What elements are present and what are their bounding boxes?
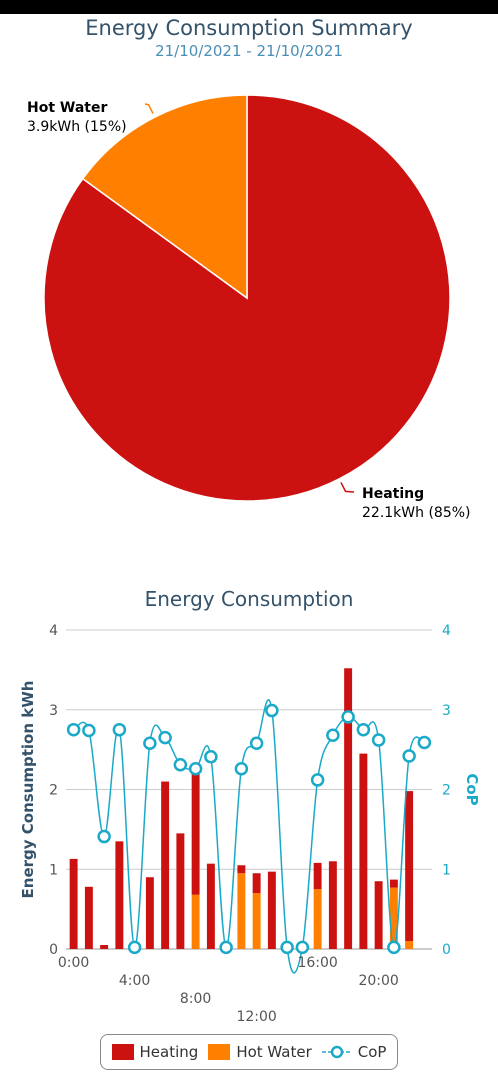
bar-hot-water-21 <box>389 887 398 949</box>
bar-heating-5 <box>145 877 154 949</box>
cop-point-20 <box>371 733 386 747</box>
legend-item-hot-water[interactable]: Hot Water <box>208 1043 312 1061</box>
cop-point-11 <box>234 762 249 776</box>
x-tick-label-12-00: 12:00 <box>236 1009 276 1025</box>
cop-point-6 <box>158 730 172 745</box>
bar-hot-water-16 <box>313 889 322 949</box>
cop-point-12 <box>249 736 264 750</box>
cop-point-9 <box>204 750 218 764</box>
pie-connector-heating <box>340 482 355 493</box>
cop-point-22 <box>402 749 416 763</box>
legend-label-heating: Heating <box>139 1043 199 1061</box>
x-tick-label-0-00: 0:00 <box>58 955 89 971</box>
cop-point-0 <box>66 722 81 737</box>
cop-point-16 <box>310 773 325 787</box>
y-tick-label-1: 1 <box>49 862 58 878</box>
cop-point-1 <box>82 723 96 738</box>
y2-tick-label-1: 1 <box>442 862 451 878</box>
x-tick-label-20-00: 20:00 <box>358 973 398 989</box>
bar-heating-11 <box>237 865 246 874</box>
y-tick-label-0: 0 <box>49 942 58 958</box>
energy-consumption-chart: 0 1 2 3 4 0 1 2 3 4 Energy Consumption kWh CoP 0:00 4… <box>19 623 481 1025</box>
bar-hot-water-11 <box>237 873 246 949</box>
y-tick-label-2: 2 <box>49 783 58 799</box>
cop-point-14 <box>280 940 294 955</box>
pie-chart-date-range: 21/10/2021 - 21/10/2021 <box>155 42 343 60</box>
pie-connector-hot-water <box>144 103 154 114</box>
bar-heating-19 <box>359 753 368 949</box>
bar-heating-3 <box>115 841 124 949</box>
bar-heating-18 <box>344 668 353 949</box>
bar-hot-water-22 <box>405 941 414 949</box>
bar-heating-8 <box>191 773 200 895</box>
bar-heating-12 <box>252 873 261 894</box>
cop-point-17 <box>326 728 340 743</box>
cop-point-7 <box>173 758 188 772</box>
cop-point-5 <box>143 736 157 750</box>
bar-heating-20 <box>374 881 383 949</box>
legend-swatch-heating <box>111 1044 134 1060</box>
cop-point-3 <box>112 722 127 737</box>
cop-point-4 <box>127 940 142 955</box>
y-tick-label-3: 3 <box>49 703 58 719</box>
bar-heating-0 <box>69 858 78 949</box>
pie-slice-hot-water <box>81 94 248 300</box>
legend-item-cop[interactable]: CoP <box>321 1043 387 1061</box>
legend-item-heating[interactable]: Heating <box>111 1043 199 1061</box>
bar-heating-2 <box>100 945 109 949</box>
bar-hot-water-8 <box>191 894 200 949</box>
y2-axis-title: CoP <box>463 773 481 805</box>
y-tick-label-4: 4 <box>49 623 58 639</box>
pie-chart-title: Energy Consumption Summary <box>85 16 413 40</box>
bar-heating-13 <box>267 871 276 949</box>
bar-heating-6 <box>161 781 170 949</box>
pie-label-hot-water: Hot Water <box>27 100 107 116</box>
cop-point-2 <box>97 829 111 844</box>
status-bar <box>0 0 498 14</box>
combo-chart-title: Energy Consumption <box>144 587 354 611</box>
cop-point-10 <box>219 940 233 955</box>
y2-tick-label-0: 0 <box>442 942 451 958</box>
cop-line <box>73 699 426 974</box>
bar-hot-water-12 <box>252 893 261 949</box>
legend-label-cop: CoP <box>357 1043 387 1061</box>
bar-heating-21 <box>389 879 398 888</box>
pie-detail-hot-water: 3.9kWh (15%) <box>27 119 127 135</box>
x-tick-label-16-00: 16:00 <box>297 955 337 971</box>
cop-point-23 <box>417 735 432 750</box>
cop-point-13 <box>265 703 279 718</box>
bar-heating-17 <box>328 861 337 949</box>
cop-point-18 <box>341 710 355 724</box>
bar-heating-22 <box>405 791 414 942</box>
cop-point-8 <box>188 762 203 776</box>
bar-heating-1 <box>84 886 93 949</box>
y2-tick-label-3: 3 <box>442 703 451 719</box>
bar-heating-9 <box>206 863 215 949</box>
cop-point-21 <box>387 940 401 955</box>
cop-point-19 <box>356 722 371 737</box>
y-axis-title: Energy Consumption kWh <box>19 681 37 899</box>
chart-legend: Heating Hot Water CoP <box>100 1034 398 1070</box>
bar-heating-16 <box>313 862 322 890</box>
x-tick-label-8-00: 8:00 <box>180 991 211 1007</box>
bar-heating-7 <box>176 833 185 949</box>
y2-tick-label-2: 2 <box>442 783 451 799</box>
pie-detail-heating: 22.1kWh (85%) <box>362 505 471 521</box>
x-tick-label-4-00: 4:00 <box>119 973 150 989</box>
pie-label-heating: Heating <box>362 486 424 502</box>
pie-chart: Heating 22.1kWh (85%) Hot Water 3.9kWh (15%… <box>27 94 471 521</box>
legend-marker-cop <box>321 1045 352 1059</box>
legend-swatch-hot-water <box>208 1044 231 1060</box>
cop-point-15 <box>295 940 310 955</box>
y2-tick-label-4: 4 <box>442 623 451 639</box>
legend-label-hot-water: Hot Water <box>236 1043 312 1061</box>
